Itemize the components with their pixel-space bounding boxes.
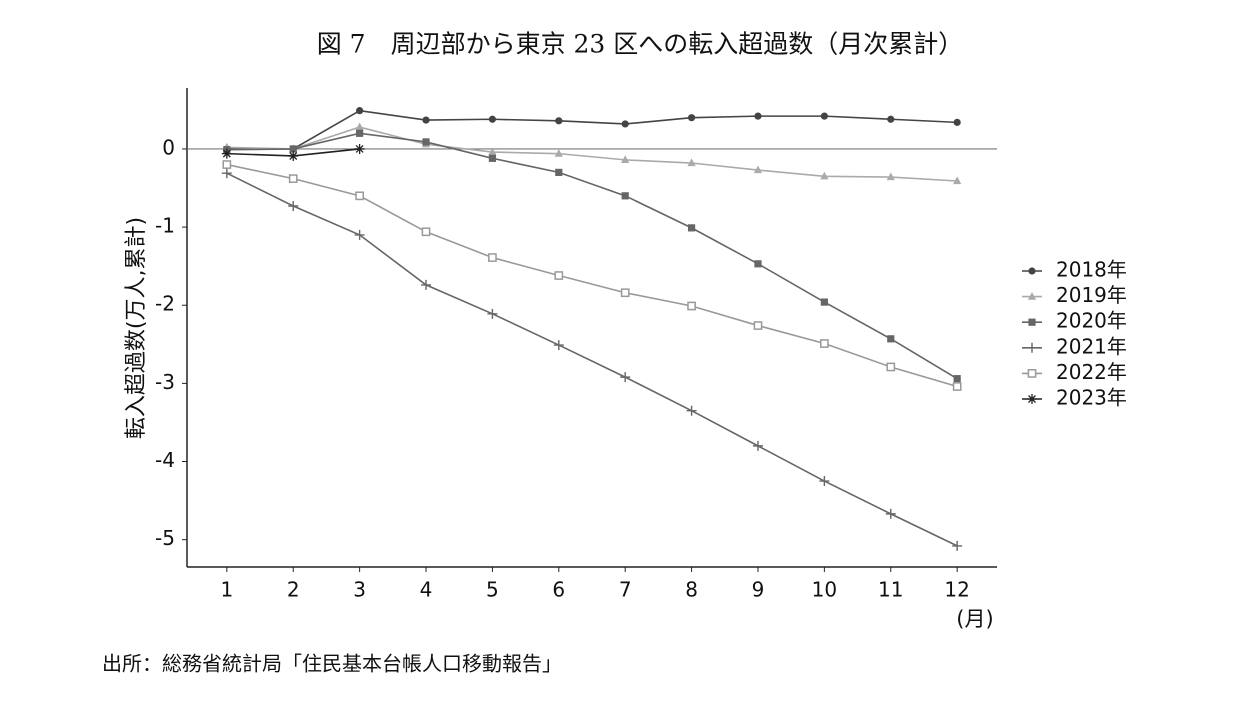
point bbox=[621, 120, 629, 128]
point bbox=[621, 155, 630, 163]
point bbox=[687, 301, 696, 311]
y-tick-label: -1 bbox=[155, 214, 175, 238]
point bbox=[421, 279, 432, 290]
point bbox=[752, 440, 763, 451]
point bbox=[819, 476, 830, 487]
point bbox=[356, 129, 364, 137]
x-tick-label: 10 bbox=[812, 578, 837, 602]
point bbox=[553, 340, 564, 351]
point bbox=[488, 115, 497, 123]
point bbox=[354, 143, 365, 154]
series-line bbox=[226, 172, 958, 547]
y-tick-label: -2 bbox=[155, 292, 175, 316]
x-tick-label: 8 bbox=[685, 578, 698, 602]
series-line bbox=[226, 126, 958, 182]
y-tick-label: -3 bbox=[155, 370, 175, 394]
x-tick-label: 2 bbox=[287, 578, 300, 602]
point bbox=[355, 191, 364, 201]
point bbox=[953, 176, 962, 185]
point bbox=[753, 165, 763, 174]
y-axis-label: 転入超過数(万人,累計) bbox=[124, 217, 149, 439]
point bbox=[952, 540, 963, 551]
point bbox=[421, 227, 431, 237]
legend-marker bbox=[1027, 394, 1037, 404]
point bbox=[687, 158, 696, 167]
point bbox=[686, 405, 697, 416]
point bbox=[355, 122, 364, 131]
point bbox=[288, 150, 299, 161]
x-tick-label: 11 bbox=[878, 578, 903, 602]
point bbox=[953, 118, 961, 126]
x-tick-label: 4 bbox=[420, 578, 433, 602]
series-line bbox=[226, 132, 958, 380]
legend-label: 2019年 bbox=[1056, 283, 1127, 307]
y-tick-label: -4 bbox=[155, 448, 175, 472]
x-tick-label: 5 bbox=[486, 578, 499, 602]
legend-label: 2021年 bbox=[1056, 334, 1127, 358]
legend-marker bbox=[1027, 292, 1037, 300]
legend-label: 2018年 bbox=[1056, 258, 1127, 282]
y-tick-label: -5 bbox=[155, 526, 175, 550]
chart-title: 図 7 周辺部から東京 23 区への転入超過数（月次累計） bbox=[317, 30, 964, 59]
point bbox=[820, 339, 829, 348]
point bbox=[620, 372, 631, 383]
point bbox=[953, 375, 961, 383]
point bbox=[753, 321, 763, 330]
x-tick-label: 1 bbox=[220, 578, 233, 602]
point bbox=[222, 160, 232, 169]
x-tick-label: 3 bbox=[353, 578, 366, 602]
point bbox=[289, 145, 297, 153]
point bbox=[620, 288, 630, 298]
point bbox=[754, 260, 762, 268]
legend-label: 2023年 bbox=[1056, 386, 1127, 410]
x-tick-label: 9 bbox=[752, 578, 765, 602]
legend-marker bbox=[1027, 369, 1037, 378]
point bbox=[754, 112, 762, 120]
x-tick-label: 7 bbox=[619, 578, 632, 602]
point bbox=[687, 224, 696, 232]
point bbox=[687, 114, 696, 122]
point bbox=[488, 147, 497, 156]
point bbox=[555, 117, 563, 125]
x-axis-label: (月) bbox=[956, 607, 993, 631]
point bbox=[554, 271, 564, 280]
point bbox=[422, 116, 430, 124]
point bbox=[885, 508, 896, 519]
point bbox=[820, 298, 828, 306]
source: 出所：総務省統計局「住民基本台帳人口移動報告」 bbox=[102, 652, 562, 676]
point bbox=[887, 115, 895, 123]
legend-marker bbox=[1028, 267, 1036, 275]
legend-marker bbox=[1027, 342, 1037, 353]
point bbox=[488, 253, 497, 262]
legend-label: 2020年 bbox=[1056, 309, 1127, 333]
point bbox=[488, 154, 497, 162]
point bbox=[554, 149, 563, 157]
point bbox=[356, 107, 364, 115]
series-line bbox=[226, 109, 958, 150]
series-line bbox=[226, 163, 958, 388]
point bbox=[422, 138, 430, 146]
point bbox=[820, 112, 828, 120]
x-tick-label: 12 bbox=[944, 578, 969, 602]
point bbox=[820, 171, 829, 180]
point bbox=[221, 148, 232, 159]
x-tick-label: 6 bbox=[552, 578, 565, 602]
point bbox=[487, 308, 498, 319]
point bbox=[221, 168, 232, 179]
point bbox=[886, 362, 896, 372]
point bbox=[887, 335, 895, 343]
point bbox=[288, 200, 299, 211]
point bbox=[886, 172, 895, 181]
legend-marker bbox=[1028, 318, 1036, 326]
point bbox=[621, 192, 629, 200]
point bbox=[354, 229, 365, 240]
point bbox=[555, 168, 563, 176]
y-tick-label: 0 bbox=[162, 135, 175, 159]
point bbox=[288, 174, 298, 183]
legend-label: 2022年 bbox=[1056, 360, 1127, 384]
point bbox=[952, 382, 962, 391]
